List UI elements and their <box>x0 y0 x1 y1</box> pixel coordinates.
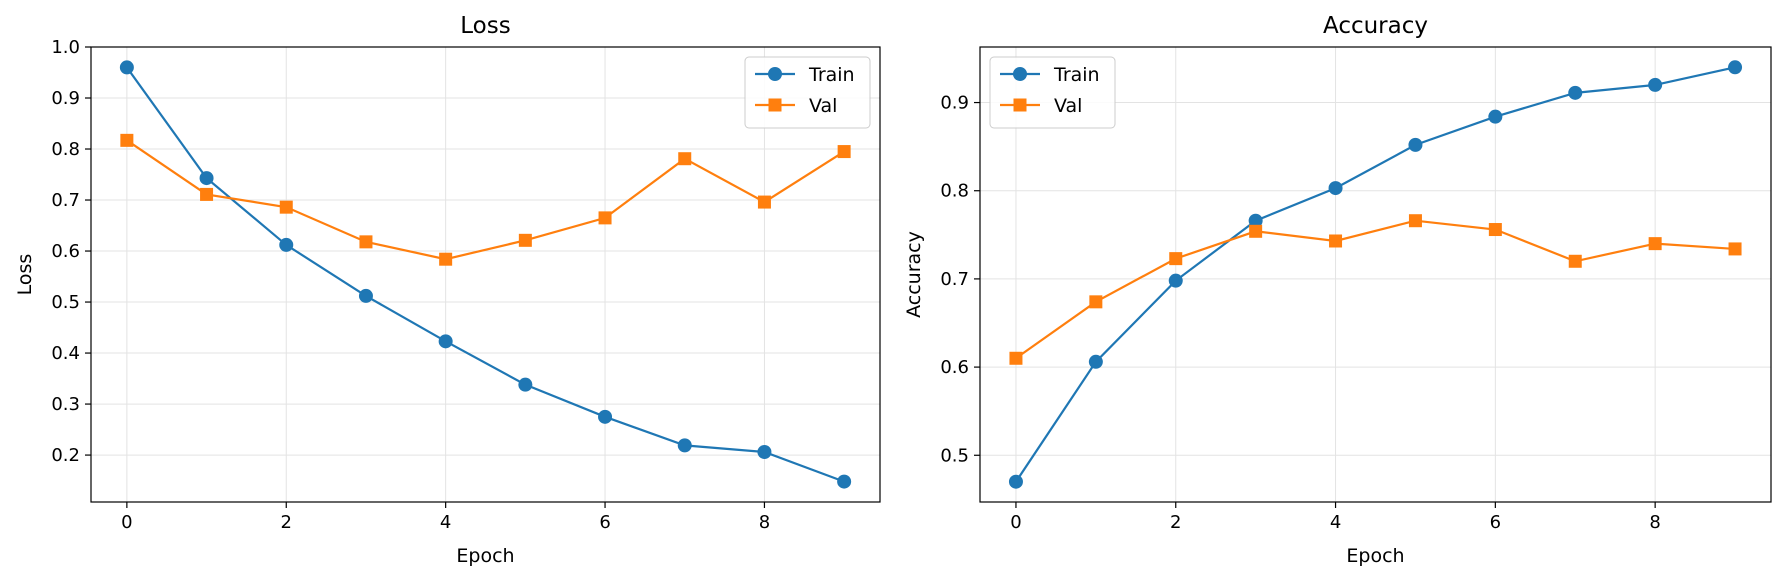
legend-label-train: Train <box>1053 64 1100 86</box>
legend: Train Val <box>744 56 871 129</box>
data-point-val <box>678 152 692 166</box>
data-point-val <box>1329 234 1343 248</box>
x-tick-label: 6 <box>599 512 610 533</box>
y-axis-label: Accuracy <box>903 231 925 318</box>
data-point-val <box>1488 223 1502 237</box>
data-point-val <box>200 187 214 201</box>
data-point-train <box>119 60 134 75</box>
y-tick-label: 0.5 <box>940 445 969 466</box>
y-tick-label: 0.3 <box>51 394 80 415</box>
x-tick-label: 4 <box>1330 512 1341 533</box>
data-point-train <box>358 288 373 303</box>
y-tick-label: 0.6 <box>51 241 80 262</box>
data-point-val <box>120 133 134 147</box>
x-axis-label: Epoch <box>1346 545 1404 567</box>
data-point-val <box>1249 224 1263 238</box>
y-tick-label: 0.2 <box>51 445 80 466</box>
x-tick-label: 8 <box>759 512 770 533</box>
y-tick-label: 0.8 <box>51 139 80 160</box>
data-point-val <box>1408 214 1422 228</box>
data-point-train <box>1008 474 1023 489</box>
data-point-train <box>1568 85 1583 100</box>
data-point-val <box>598 211 612 225</box>
data-point-val <box>439 252 453 266</box>
legend-label-val: Val <box>1054 95 1082 117</box>
y-tick-label: 0.7 <box>51 190 80 211</box>
axes-frame <box>979 46 1772 503</box>
y-axis-label: Loss <box>14 254 36 296</box>
data-point-val <box>518 233 532 247</box>
x-axis-label: Epoch <box>456 545 514 567</box>
data-point-val <box>1728 242 1742 256</box>
y-tick-label: 0.7 <box>940 269 969 290</box>
data-point-val <box>1169 252 1183 266</box>
chart-title: Loss <box>460 13 510 39</box>
data-point-train <box>1488 109 1503 124</box>
data-point-train <box>598 409 613 424</box>
series-line-train <box>125 66 845 483</box>
legend-marker-val <box>768 98 782 112</box>
x-tick-label: 8 <box>1649 512 1660 533</box>
y-tick-label: 0.9 <box>940 93 969 114</box>
panel-accuracy: 0 2 4 6 8 0.5 0.6 0.7 0.8 0.9 Accuracy Epoch Accurac… <box>903 13 1772 567</box>
series-line-train <box>1015 66 1736 483</box>
legend: Train Val <box>989 56 1116 129</box>
data-point-val <box>279 200 293 214</box>
x-tick-label: 2 <box>281 512 292 533</box>
data-point-train <box>677 438 692 453</box>
data-point-train <box>757 445 772 460</box>
data-point-train <box>438 334 453 349</box>
x-tick-label: 0 <box>121 512 132 533</box>
legend-label-train: Train <box>808 64 855 86</box>
y-tick-label: 0.4 <box>51 343 80 364</box>
series-line-val <box>1015 219 1736 360</box>
x-tick-label: 0 <box>1010 512 1021 533</box>
legend-marker-train <box>1013 67 1027 81</box>
data-point-val <box>1648 237 1662 251</box>
data-point-train <box>1248 213 1263 228</box>
y-tick-label: 0.8 <box>940 181 969 202</box>
legend-label-val: Val <box>809 95 837 117</box>
data-point-train <box>279 237 294 252</box>
panel-loss: 0 2 4 6 8 0.2 0.3 0.4 0.5 0.6 0.7 0.8 0.9 1.0 Loss Epoc… <box>14 13 881 567</box>
data-point-val <box>359 235 373 249</box>
x-tick-label: 6 <box>1490 512 1501 533</box>
data-point-train <box>1728 60 1743 75</box>
data-point-train <box>1408 137 1423 152</box>
legend-marker-train <box>768 67 782 81</box>
axes-frame <box>90 46 881 503</box>
data-point-val <box>1009 351 1023 365</box>
data-point-train <box>1328 181 1343 196</box>
data-point-train <box>837 474 852 489</box>
data-point-train <box>1088 354 1103 369</box>
y-tick-label: 0.9 <box>51 88 80 109</box>
y-tick-label: 0.5 <box>51 292 80 313</box>
series-line-val <box>126 139 845 261</box>
y-tick-label: 0.6 <box>940 357 969 378</box>
data-point-val <box>757 195 771 209</box>
data-point-train <box>1648 77 1663 92</box>
x-tick-label: 4 <box>440 512 451 533</box>
chart-title: Accuracy <box>1323 13 1428 39</box>
data-point-val <box>1568 254 1582 268</box>
legend-marker-val <box>1013 98 1027 112</box>
y-tick-label: 1.0 <box>51 37 80 58</box>
data-point-val <box>1089 295 1103 309</box>
data-point-val <box>837 145 851 159</box>
data-point-train <box>518 377 533 392</box>
data-point-train <box>1168 273 1183 288</box>
data-point-train <box>199 171 214 186</box>
x-tick-label: 2 <box>1170 512 1181 533</box>
